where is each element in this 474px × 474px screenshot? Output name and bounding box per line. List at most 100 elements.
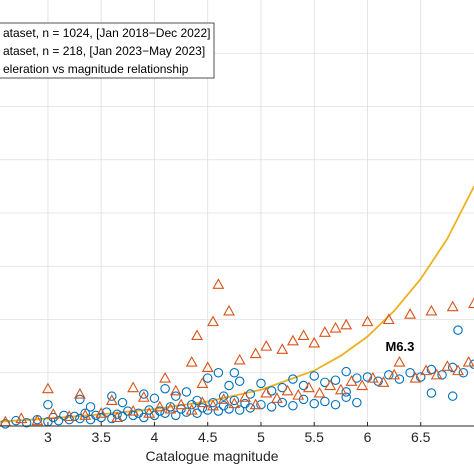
series1-point-30 [181,407,192,417]
x-tick-label-5: 5.5 [304,429,324,445]
series1-point-76 [362,372,373,382]
series1-point-1 [11,415,21,426]
series2-point-19 [249,398,262,410]
series1-point-59 [181,387,192,397]
series1-point-18 [117,411,128,422]
series2-point-38 [452,364,464,376]
series2-point-43 [191,329,203,341]
series1-point-56 [139,389,149,399]
series2-point-40 [212,278,225,289]
series2-point-3 [47,408,60,419]
series1-point-63 [224,380,234,391]
series2-point-1 [15,412,28,424]
legend-entry-3: eleration vs magnitude relationship [3,62,189,76]
series2-point-56 [297,329,310,341]
series2-point-39 [462,355,474,367]
series2-point-8 [127,404,140,416]
series1-point-46 [288,401,298,411]
series2-point-13 [185,403,198,415]
series2-point-22 [281,384,294,396]
x-tick-label-4: 5 [257,429,265,445]
series2-point-52 [249,347,262,359]
series1-point-32 [192,408,202,418]
series2-point-30 [366,371,379,383]
series1-point-13 [91,410,101,421]
series1-point-58 [160,383,170,394]
series1-point-57 [149,393,160,404]
legend: ataset, n = 1024, [Jan 2018−Dec 2022] at… [0,22,215,79]
x-tick-label-0: 3 [44,429,52,445]
series2-point-41 [223,304,235,316]
series2-point-33 [393,355,406,367]
series2-point-15 [207,399,219,411]
series1-point-82 [426,364,437,375]
series2-point-12 [175,398,188,410]
series2-point-44 [41,382,54,394]
series2-point-45 [73,387,86,399]
series1-point-73 [330,375,341,385]
series2-point-31 [377,376,390,387]
series1-point-71 [309,371,319,381]
series1-point-55 [107,391,117,401]
series1-point-74 [341,366,351,377]
series1-point-42 [245,403,256,413]
series2-point-49 [196,377,209,388]
series1-point-15 [101,407,112,417]
series2-point-65 [446,300,459,312]
series1-point-36 [213,406,224,416]
series2-point-66 [468,297,474,309]
series1-point-92 [426,388,437,398]
series2-point-51 [233,353,246,365]
series2-point-16 [217,393,230,404]
series2-point-59 [329,321,342,333]
series1-point-17 [112,409,122,420]
series1-point-61 [213,367,224,378]
series1-point-39 [229,395,240,406]
series1-point-52 [352,397,362,408]
series2-point-14 [196,396,209,408]
series1-point-33 [197,403,208,413]
series2-point-25 [313,386,326,398]
curve-layer [0,185,474,423]
series2-point-67 [185,355,198,367]
series2-point-18 [239,391,251,402]
grid [0,0,474,426]
series2-point-54 [276,343,289,354]
series2-point-2 [31,414,44,426]
series1-point-95 [229,367,240,378]
series1-point-60 [202,373,213,383]
legend-entry-1: ataset, n = 1024, [Jan 2018−Dec 2022] [3,26,211,40]
x-tick-label-2: 4 [151,429,159,445]
series1-point-87 [85,402,96,412]
series1-point-85 [458,367,469,378]
series1-point-53 [43,399,53,410]
series2-point-36 [430,368,443,380]
series1-point-27 [165,402,176,412]
series2-point-29 [356,379,369,391]
fit-curve [0,185,474,423]
series2-point-63 [404,308,417,319]
series2-point-26 [324,379,337,391]
series2-point-48 [169,384,182,396]
series2-point-50 [201,361,214,372]
series2-point-20 [260,386,273,398]
series2-point-58 [318,326,331,337]
x-axis-label: Catalogue magnitude [145,448,278,464]
series2-point-57 [308,336,321,348]
series1-point-40 [234,405,245,415]
series1-point-66 [256,378,266,389]
series1-point-54 [75,394,85,405]
series2-point-37 [441,360,454,371]
series1-point-28 [171,410,181,421]
series2-point-42 [207,315,219,327]
series2-point-11 [164,402,177,414]
legend-box [0,22,215,79]
series-layer [0,278,474,429]
series1-point-69 [288,374,298,384]
series2-point-7 [111,411,124,423]
series1-point-93 [447,391,458,401]
series2-point-64 [425,304,438,316]
series1-point-35 [208,397,218,408]
series1-point-23 [144,405,154,415]
